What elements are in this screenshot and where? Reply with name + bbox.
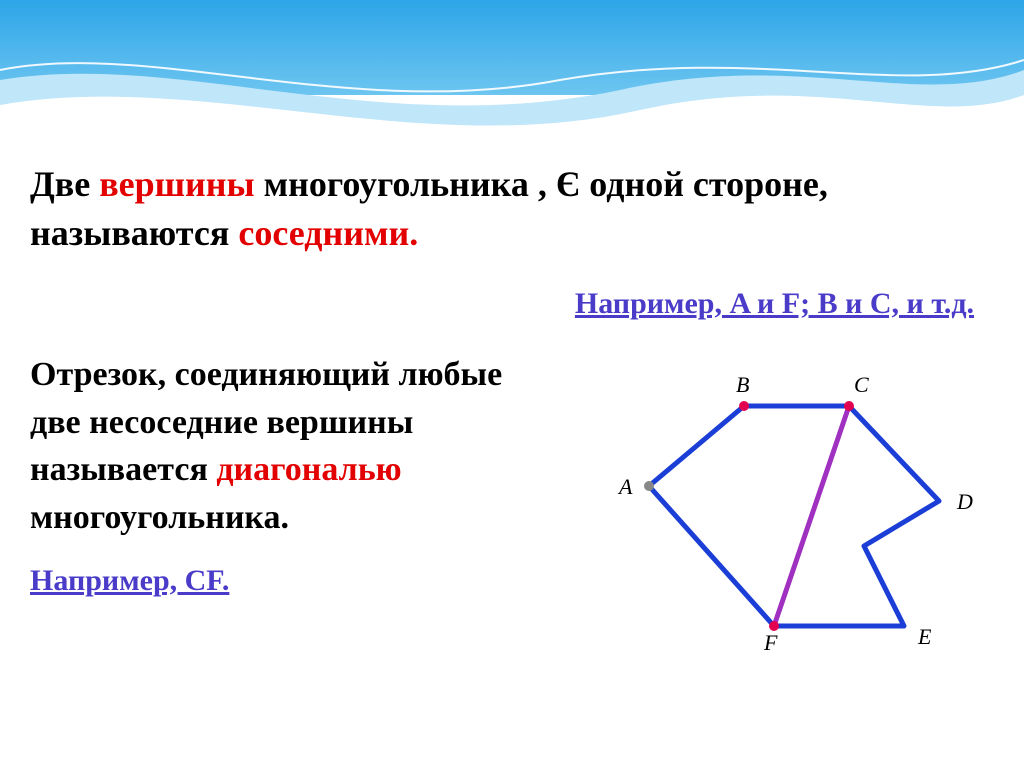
- example-diagonal: Например, CF.: [30, 564, 554, 598]
- vertex-label-D: D: [956, 489, 973, 514]
- wave-header: [0, 0, 1024, 150]
- vertex-label-B: B: [736, 372, 749, 397]
- example-adjacent: Например, A и F; B и C, и т.д.: [30, 287, 994, 321]
- vertex-dot-B: [739, 401, 749, 411]
- heading: Две вершины многоугольника , Є одной сто…: [30, 160, 994, 257]
- content-area: Две вершины многоугольника , Є одной сто…: [0, 150, 1024, 661]
- vertex-label-C: C: [854, 372, 869, 397]
- polygon-figure: A B C D E F: [574, 351, 994, 661]
- diag-part3: многоугольника.: [30, 499, 289, 536]
- diagonal-definition: Отрезок, соединяющий любые две несоседни…: [30, 351, 554, 541]
- polygon-outline: [649, 406, 939, 626]
- vertex-label-E: E: [917, 624, 932, 649]
- heading-part1: Две: [30, 164, 99, 204]
- vertex-dot-A: [644, 481, 654, 491]
- heading-part4: соседними.: [238, 213, 418, 253]
- vertex-label-A: A: [617, 474, 633, 499]
- mid-row: Отрезок, соединяющий любые две несоседни…: [30, 351, 994, 661]
- diagonal-line: [774, 406, 849, 626]
- wave-svg: [0, 0, 1024, 150]
- heading-part2: вершины: [99, 164, 263, 204]
- vertex-dot-C: [844, 401, 854, 411]
- vertex-label-F: F: [763, 630, 778, 655]
- diagonal-text-block: Отрезок, соединяющий любые две несоседни…: [30, 351, 554, 597]
- diag-part2: диагональю: [216, 451, 401, 488]
